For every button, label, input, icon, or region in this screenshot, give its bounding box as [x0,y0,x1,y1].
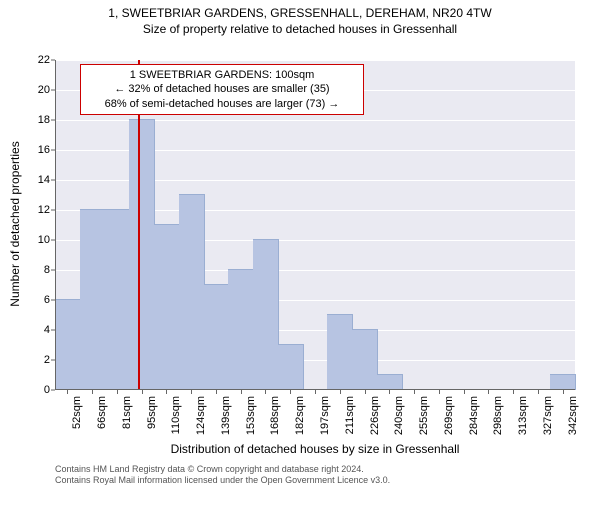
y-tick-label: 22 [38,54,50,66]
chart-title-main: 1, SWEETBRIAR GARDENS, GRESSENHALL, DERE… [0,6,600,20]
x-axis-line [55,389,575,390]
x-tick-mark [365,390,366,394]
y-tick-label: 18 [38,114,50,126]
histogram-bar [352,329,378,390]
x-tick-mark [340,390,341,394]
y-axis-label: Number of detached properties [8,124,22,324]
x-tick-mark [241,390,242,394]
x-tick-mark [414,390,415,394]
x-tick-label: 124sqm [195,396,207,435]
x-tick-label: 110sqm [170,396,182,434]
x-tick-mark [92,390,93,394]
x-tick-label: 240sqm [393,396,405,435]
x-tick-label: 284sqm [468,396,480,435]
y-tick-label: 8 [44,264,50,276]
x-axis-label: Distribution of detached houses by size … [55,442,575,456]
x-tick-mark [166,390,167,394]
y-tick-label: 14 [38,174,50,186]
histogram-bar [204,284,230,390]
x-tick-label: 327sqm [542,396,554,435]
chart-title-sub: Size of property relative to detached ho… [0,22,600,36]
x-tick-label: 197sqm [319,396,331,435]
histogram-bar [377,374,403,390]
x-tick-label: 52sqm [71,396,83,429]
x-tick-mark [290,390,291,394]
x-tick-label: 168sqm [269,396,281,435]
y-tick-label: 10 [38,234,50,246]
annotation-line1: 1 SWEETBRIAR GARDENS: 100sqm [87,68,357,82]
histogram-bar [154,224,180,390]
x-tick-mark [513,390,514,394]
x-tick-label: 226sqm [369,396,381,435]
y-tick-label: 4 [44,324,50,336]
x-tick-label: 342sqm [567,396,579,435]
x-tick-label: 182sqm [294,396,306,435]
histogram-bar [179,194,205,390]
x-tick-mark [265,390,266,394]
y-tick-label: 6 [44,294,50,306]
y-axis-line [55,60,56,390]
attribution-line1: Contains HM Land Registry data © Crown c… [55,464,390,475]
x-tick-mark [464,390,465,394]
y-tick-label: 12 [38,204,50,216]
x-tick-mark [538,390,539,394]
x-tick-label: 139sqm [220,396,232,435]
x-tick-label: 95sqm [146,396,158,429]
x-tick-mark [389,390,390,394]
histogram-bar [55,299,81,390]
y-tick-label: 20 [38,84,50,96]
annotation-line2: ← 32% of detached houses are smaller (35… [87,82,357,96]
x-tick-label: 66sqm [96,396,108,429]
gridline-h [55,60,575,61]
x-tick-mark [488,390,489,394]
x-tick-label: 313sqm [517,396,529,435]
x-tick-mark [563,390,564,394]
x-tick-mark [142,390,143,394]
y-tick-label: 0 [44,384,50,396]
attribution-line2: Contains Royal Mail information licensed… [55,475,390,486]
annotation-box: 1 SWEETBRIAR GARDENS: 100sqm ← 32% of de… [80,64,364,115]
histogram-bar [129,119,155,390]
x-tick-mark [216,390,217,394]
y-tick-label: 2 [44,354,50,366]
histogram-bar [550,374,576,390]
x-tick-mark [315,390,316,394]
attribution-text: Contains HM Land Registry data © Crown c… [55,464,390,486]
histogram-bar [228,269,254,390]
x-tick-mark [191,390,192,394]
x-tick-label: 211sqm [344,396,356,434]
histogram-bar [105,209,131,390]
histogram-bar [327,314,353,390]
histogram-bar [80,209,106,390]
x-tick-label: 269sqm [443,396,455,435]
x-tick-label: 255sqm [418,396,430,435]
x-tick-label: 298sqm [492,396,504,435]
x-tick-label: 81sqm [121,396,133,429]
x-tick-mark [117,390,118,394]
x-tick-label: 153sqm [245,396,257,435]
histogram-bar [253,239,279,390]
y-tick-label: 16 [38,144,50,156]
histogram-bar [278,344,304,390]
x-tick-mark [439,390,440,394]
annotation-line3: 68% of semi-detached houses are larger (… [87,97,357,111]
x-tick-mark [67,390,68,394]
